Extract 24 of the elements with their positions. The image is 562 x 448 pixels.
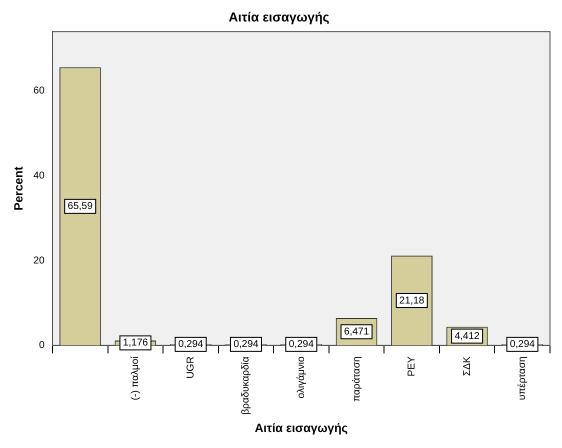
data-label: 1,176 [122, 338, 148, 349]
x-tick-label: παράταση [351, 356, 362, 402]
y-tick-label: 20 [33, 255, 45, 266]
chart-title: Αιτία εισαγωγής [228, 9, 330, 24]
data-label: 0,294 [510, 339, 536, 350]
data-label: 4,412 [454, 330, 480, 342]
x-tick-label: UGR [185, 356, 196, 379]
data-label: 0,294 [178, 339, 204, 350]
x-tick-label: ΡΕΥ [406, 356, 418, 376]
y-tick-label: 0 [38, 340, 45, 352]
data-label: 0,294 [288, 339, 314, 350]
data-label: 65,59 [68, 201, 94, 212]
data-label: 21,18 [399, 295, 425, 306]
y-tick-label: 40 [33, 170, 45, 182]
data-label: 0,294 [233, 339, 259, 350]
x-tick-label: ολιγάμνιο [296, 356, 308, 398]
x-tick-label: (-) παλμοί [130, 356, 142, 400]
x-tick-label: υπέρταση [517, 356, 528, 400]
data-label: 6,471 [344, 326, 370, 338]
y-axis-title: Percent [12, 166, 26, 211]
y-tick-label: 60 [33, 86, 45, 97]
x-axis-title: Αιτία εισαγωγής [254, 421, 348, 436]
x-tick-label: ΣΔΚ [462, 356, 473, 376]
x-tick-label: βραδυκαρδία [240, 356, 252, 415]
